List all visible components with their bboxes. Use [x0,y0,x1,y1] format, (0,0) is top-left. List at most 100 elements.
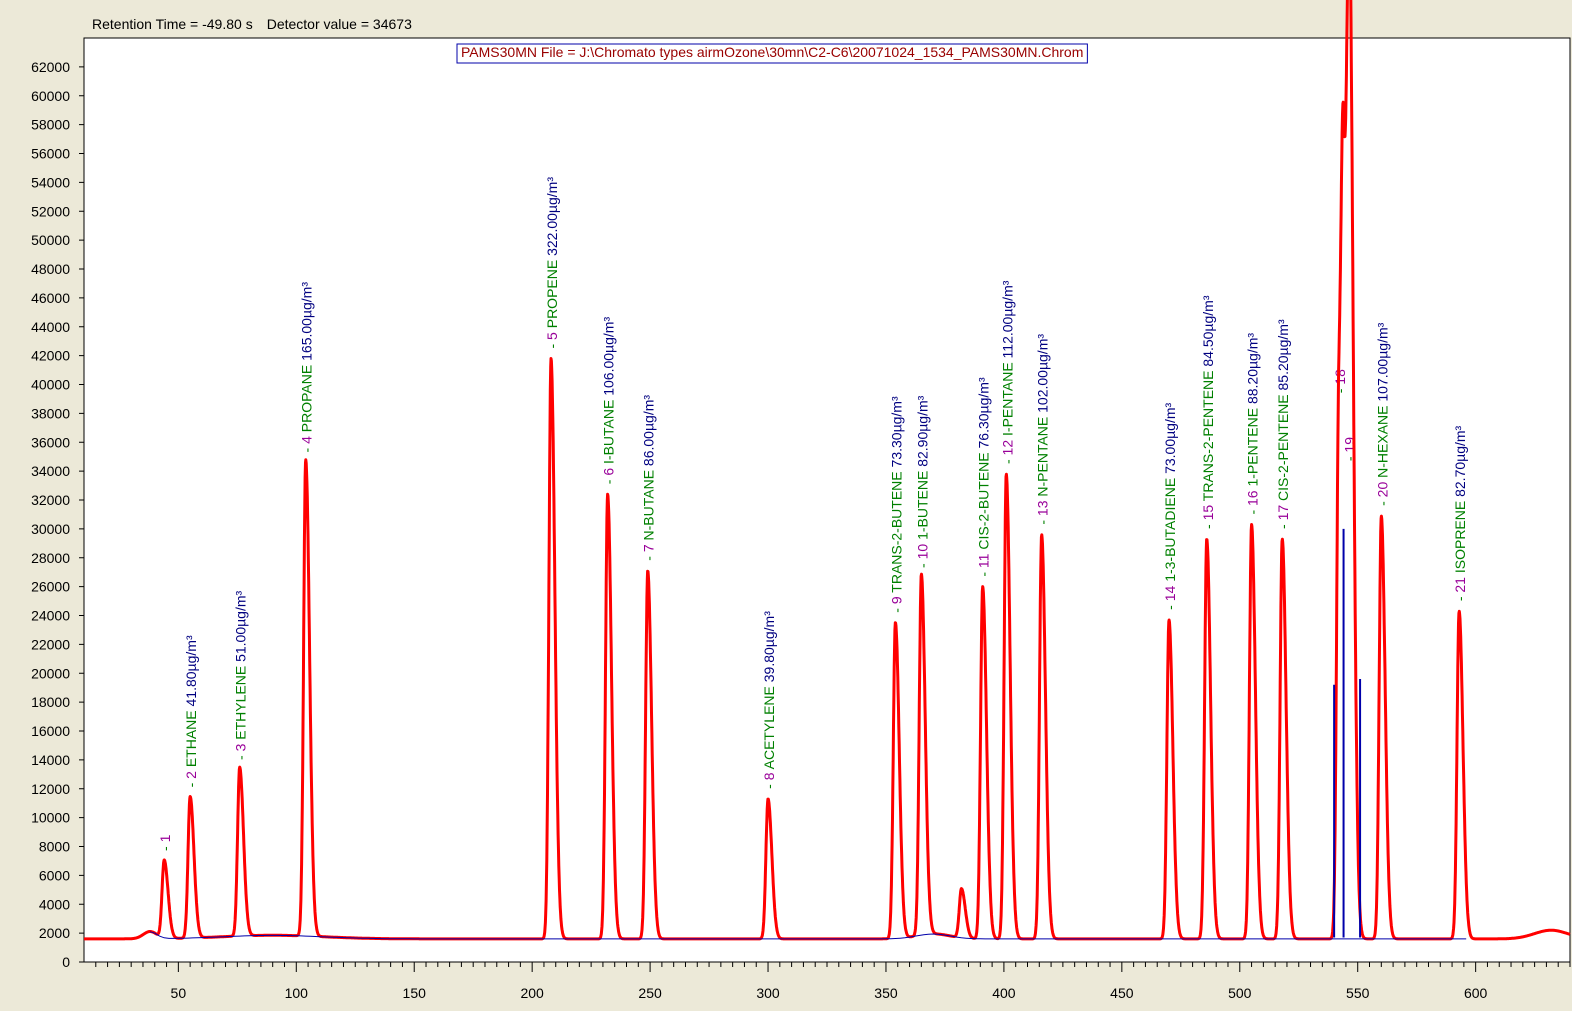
peak-number: 12 [999,440,1015,456]
concentration: 76.30µg/m³ [976,377,992,448]
peak-marker: - [761,780,777,789]
y-tick-label: 44000 [31,319,70,335]
concentration: 165.00µg/m³ [299,282,315,361]
peak-marker: - [1162,601,1178,610]
curves [82,0,1572,941]
peak-number: 7 [641,544,657,552]
peak-label-14: - 14 1-3-BUTADIENE 73.00µg/m³ [1162,402,1178,609]
axes: 0 2000 4000 6000 8000 10000 12000 14000 16000 180… [31,59,1571,1001]
chart-title-border [456,43,1088,64]
x-tick-label: 50 [171,985,187,1001]
y-tick-label: 6000 [39,867,70,883]
y-tick-label: 34000 [31,463,70,479]
y-tick-label: 12000 [31,781,70,797]
peak-label-text: - 7 N-BUTANE 86.00µg/m³ [641,395,657,561]
peak-marker: - [1341,453,1357,462]
y-tick-label: 0 [62,954,70,970]
peak-marker: - [183,779,199,788]
x-tick-label: 300 [756,985,780,1001]
peak-label-7: - 7 N-BUTANE 86.00µg/m³ [641,395,657,561]
y-tick-label: 54000 [31,174,70,190]
peak-number: 17 [1275,505,1291,521]
peak-number: 13 [1035,500,1051,516]
y-tick-label: 4000 [39,896,70,912]
compound-name: PROPANE [299,365,315,432]
peak-label-text: - 1 [157,834,173,851]
x-tick-label: 450 [1110,985,1134,1001]
peak-label-16: - 16 1-PENTENE 88.20µg/m³ [1245,333,1261,515]
peak-label-17: - 17 CIS-2-PENTENE 85.20µg/m³ [1275,319,1291,529]
concentration: 82.90µg/m³ [914,395,930,466]
concentration: 88.20µg/m³ [1245,333,1261,404]
peak-label-10: - 10 1-BUTENE 82.90µg/m³ [914,395,930,568]
peak-labels: - 1- 2 ETHANE 41.80µg/m³- 3 ETHYLENE 51.… [157,177,1468,851]
peak-marker: - [1374,497,1390,506]
compound-name: ACETYLENE [761,686,777,769]
peak-label-text: - 8 ACETYLENE 39.80µg/m³ [761,611,777,789]
compound-name: CIS-2-PENTENE [1275,394,1291,501]
compound-name: PROPENE [544,260,560,328]
peak-label-13: - 13 N-PENTANE 102.00µg/m³ [1035,334,1051,525]
y-tick-label: 58000 [31,117,70,133]
peak-marker: - [544,340,560,349]
peak-marker: - [888,604,904,613]
peak-label-text: - 9 TRANS-2-BUTENE 73.30µg/m³ [888,396,904,613]
peak-marker: - [1452,593,1468,602]
chart-title-box: PAMS30MN File = J:\Chromato types airmOz… [456,43,1088,64]
plot-area[interactable] [83,37,1571,963]
peak-label-4: - 4 PROPANE 165.00µg/m³ [299,282,315,453]
y-tick-label: 32000 [31,492,70,508]
peak-label-text: - 17 CIS-2-PENTENE 85.20µg/m³ [1275,319,1291,529]
x-tick-label: 150 [403,985,427,1001]
compound-name: ETHANE [183,710,199,767]
y-tick-label: 42000 [31,348,70,364]
compound-name: I-PENTANE [999,362,1015,436]
y-tick-label: 38000 [31,405,70,421]
peak-label-text: - 11 CIS-2-BUTENE 76.30µg/m³ [976,377,992,577]
compound-name: I-BUTANE [601,400,617,464]
concentration: 73.30µg/m³ [888,396,904,467]
peak-number: 4 [299,436,315,444]
integration-baseline [149,931,1467,940]
peak-label-text: - 14 1-3-BUTADIENE 73.00µg/m³ [1162,402,1178,609]
peak-marker: - [976,568,992,577]
y-tick-label: 48000 [31,261,70,277]
x-tick-label: 250 [638,985,662,1001]
y-tick-label: 8000 [39,839,70,855]
peak-marker: - [1200,520,1216,529]
x-tick-label: 350 [874,985,898,1001]
concentration: 82.70µg/m³ [1452,425,1468,496]
peak-label-text: - 3 ETHYLENE 51.00µg/m³ [233,590,249,760]
peak-number: 16 [1245,490,1261,506]
compound-name: TRANS-2-PENTENE [1200,371,1216,502]
peak-label-15: - 15 TRANS-2-PENTENE 84.50µg/m³ [1200,295,1216,529]
retention-time-readout: Retention Time = -49.80 s [92,16,253,32]
peak-number: 10 [914,544,930,560]
compound-name: N-PENTANE [1035,417,1051,497]
y-tick-label: 10000 [31,810,70,826]
peak-marker: - [1275,520,1291,529]
peak-label-text: - 21 ISOPRENE 82.70µg/m³ [1452,425,1468,601]
y-tick-label: 18000 [31,694,70,710]
y-tick-label: 60000 [31,88,70,104]
concentration: 51.00µg/m³ [233,590,249,661]
peak-number: 3 [233,743,249,751]
compound-name: CIS-2-BUTENE [976,452,992,549]
y-tick-label: 14000 [31,752,70,768]
peak-number: 14 [1162,585,1178,601]
y-tick-label: 28000 [31,550,70,566]
status-bar: Retention Time = -49.80 s Detector value … [92,16,412,32]
concentration: 84.50µg/m³ [1200,295,1216,366]
peak-label-text: - 10 1-BUTENE 82.90µg/m³ [914,395,930,568]
peak-label-text: - 4 PROPANE 165.00µg/m³ [299,282,315,453]
compound-name: N-BUTANE [641,470,657,541]
peak-marker: - [601,476,617,485]
concentration: 107.00µg/m³ [1374,322,1390,401]
peak-label-text: - 13 N-PENTANE 102.00µg/m³ [1035,334,1051,525]
peak-label-text: - 20 N-HEXANE 107.00µg/m³ [1374,322,1390,506]
peak-label-8: - 8 ACETYLENE 39.80µg/m³ [761,611,777,789]
compound-name: TRANS-2-BUTENE [888,471,904,592]
concentration: 41.80µg/m³ [183,635,199,706]
